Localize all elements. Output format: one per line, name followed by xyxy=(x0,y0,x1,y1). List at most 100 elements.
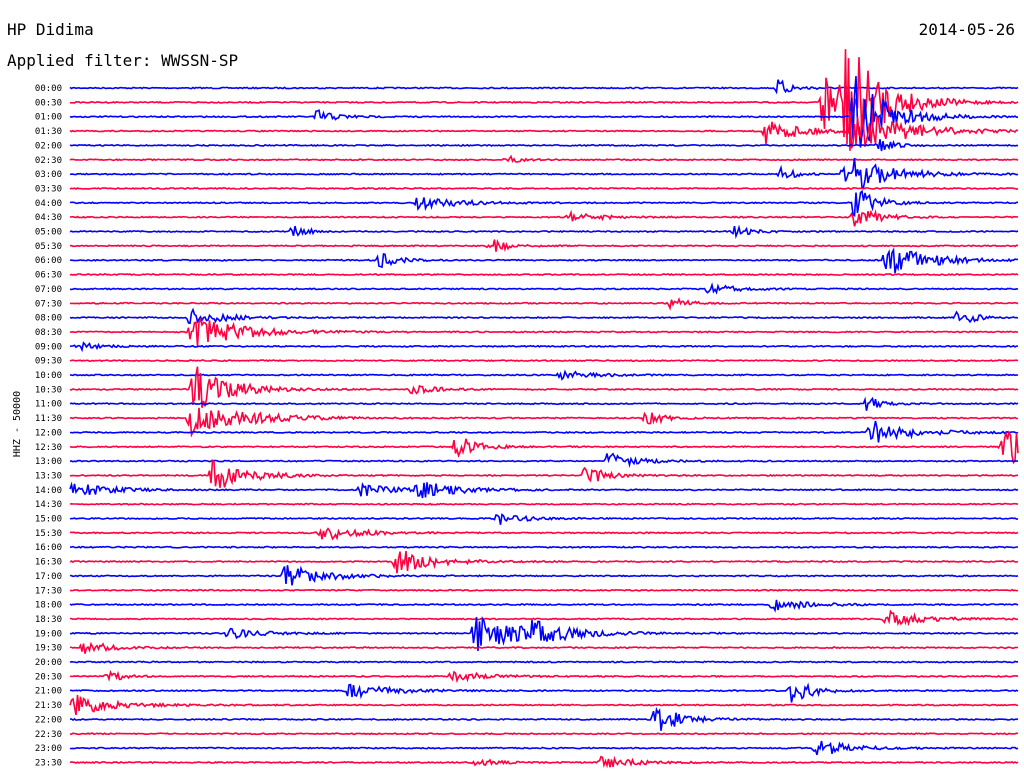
trace-line xyxy=(69,660,1019,664)
trace-line xyxy=(69,481,1019,499)
trace-line xyxy=(69,189,1019,218)
trace-line xyxy=(69,209,1019,227)
time-label: 20:30 xyxy=(35,672,62,682)
trace-line xyxy=(69,297,1019,311)
time-label: 16:00 xyxy=(35,543,62,553)
trace-line xyxy=(69,527,1019,541)
trace-line xyxy=(69,273,1019,277)
time-label: 08:30 xyxy=(35,328,62,338)
trace-line xyxy=(69,359,1019,363)
trace-line xyxy=(69,740,1019,756)
time-label: 05:30 xyxy=(35,242,62,252)
trace-line xyxy=(69,588,1019,592)
channel-label: HHZ - 50000 xyxy=(12,390,23,458)
time-label: 10:00 xyxy=(35,371,62,381)
trace-line xyxy=(69,616,1019,652)
trace-line xyxy=(69,682,1019,703)
trace-line xyxy=(69,307,1019,325)
trace-line xyxy=(69,694,1019,716)
trace-line xyxy=(69,755,1019,769)
trace-line xyxy=(69,420,1019,443)
trace-line xyxy=(69,224,1019,240)
time-label: 10:30 xyxy=(35,385,62,395)
trace-line xyxy=(69,154,1019,163)
time-label: 06:30 xyxy=(35,271,62,281)
trace-line xyxy=(69,669,1019,684)
trace-line xyxy=(69,157,1019,189)
time-label: 09:30 xyxy=(35,357,62,367)
time-label: 22:00 xyxy=(35,715,62,725)
trace-line xyxy=(69,366,1019,408)
time-label: 14:00 xyxy=(35,486,62,496)
time-label: 19:00 xyxy=(35,629,62,639)
time-label: 21:30 xyxy=(35,701,62,711)
time-label: 16:30 xyxy=(35,558,62,568)
trace-line xyxy=(69,732,1019,736)
time-label: 12:30 xyxy=(35,443,62,453)
time-label: 01:30 xyxy=(35,127,62,137)
trace-line xyxy=(69,317,1019,347)
trace-line xyxy=(69,609,1019,627)
helicorder-traces xyxy=(69,49,1019,769)
trace-line xyxy=(69,76,1018,148)
time-label: 18:00 xyxy=(35,601,62,611)
time-label: 07:00 xyxy=(35,285,62,295)
time-axis-labels: 00:00 00:30 01:00 01:30 02:00 02:30 03:00 03:30… xyxy=(35,84,62,768)
trace-line xyxy=(69,502,1019,506)
time-label: 23:30 xyxy=(35,758,62,768)
trace-line xyxy=(69,599,1019,613)
time-label: 00:30 xyxy=(35,98,62,108)
time-label: 19:30 xyxy=(35,644,62,654)
time-label: 08:00 xyxy=(35,314,62,324)
trace-line xyxy=(69,452,1019,468)
trace-line xyxy=(69,396,1019,411)
record-date: 2014-05-26 xyxy=(918,20,1015,39)
trace-line xyxy=(69,513,1019,525)
trace-line xyxy=(69,407,1018,438)
station-name: HP Didima xyxy=(7,20,94,39)
time-label: 02:30 xyxy=(35,156,62,166)
trace-line xyxy=(69,238,1019,253)
trace-line xyxy=(69,551,1019,574)
applied-filter: Applied filter: WWSSN-SP xyxy=(7,51,239,70)
time-label: 13:00 xyxy=(35,457,62,467)
trace-line xyxy=(69,49,1019,151)
time-label: 00:00 xyxy=(35,84,62,94)
time-label: 11:00 xyxy=(35,400,62,410)
trace-line xyxy=(69,139,1019,152)
time-label: 18:30 xyxy=(35,615,62,625)
trace-line xyxy=(70,706,1019,731)
trace-line xyxy=(70,545,1018,549)
time-label: 23:00 xyxy=(35,744,62,754)
time-label: 03:00 xyxy=(35,170,62,180)
time-label: 11:30 xyxy=(35,414,62,424)
trace-line xyxy=(69,458,1019,488)
time-label: 20:00 xyxy=(35,658,62,668)
time-label: 07:30 xyxy=(35,299,62,309)
trace-line xyxy=(69,110,1019,149)
trace-line xyxy=(69,341,1019,353)
time-label: 01:00 xyxy=(35,113,62,123)
time-label: 15:00 xyxy=(35,515,62,525)
time-label: 05:00 xyxy=(35,228,62,238)
time-label: 12:00 xyxy=(35,428,62,438)
trace-line xyxy=(69,430,1019,465)
time-label: 03:30 xyxy=(35,184,62,194)
trace-line xyxy=(69,565,1019,586)
time-label: 09:00 xyxy=(35,342,62,352)
time-label: 17:00 xyxy=(35,572,62,582)
time-label: 17:30 xyxy=(35,586,62,596)
time-label: 14:30 xyxy=(35,500,62,510)
time-label: 02:00 xyxy=(35,141,62,151)
time-label: 15:30 xyxy=(35,529,62,539)
trace-line xyxy=(69,282,1019,295)
trace-line xyxy=(69,369,1019,381)
trace-line xyxy=(69,186,1019,190)
time-label: 13:30 xyxy=(35,471,62,481)
time-label: 21:00 xyxy=(35,687,62,697)
time-label: 22:30 xyxy=(35,730,62,740)
time-label: 06:00 xyxy=(35,256,62,266)
time-label: 04:00 xyxy=(35,199,62,209)
time-label: 04:30 xyxy=(35,213,62,223)
